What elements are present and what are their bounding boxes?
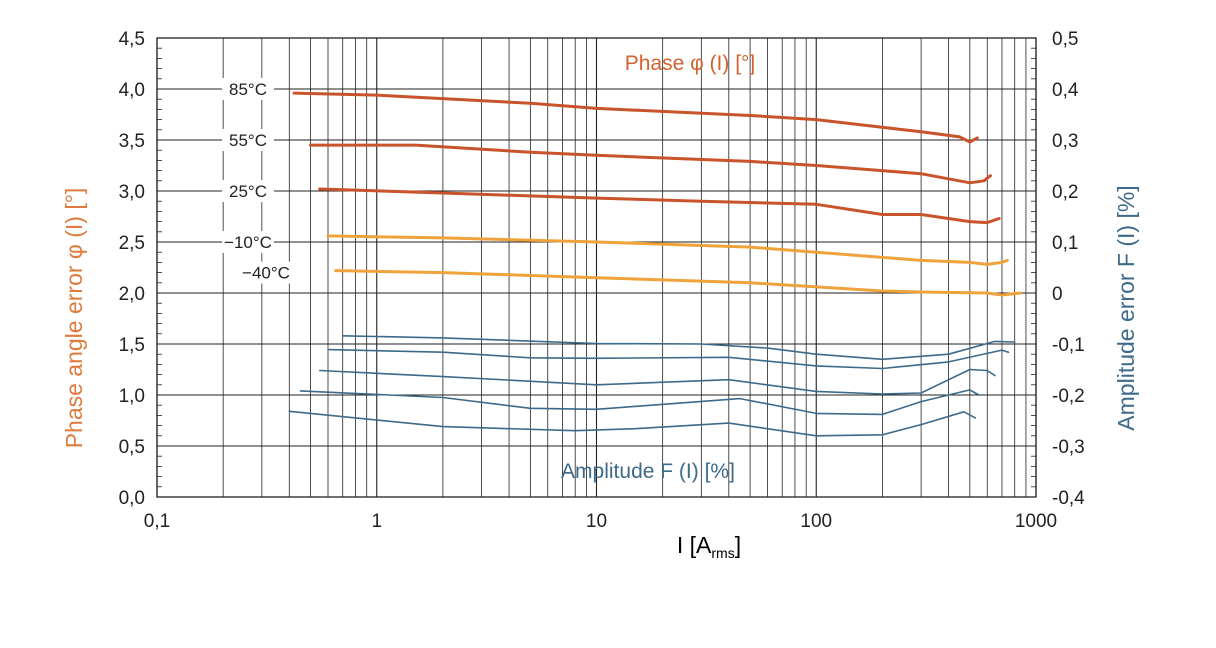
phase-series-line xyxy=(334,269,1022,297)
left-y-tick-label: 3,5 xyxy=(119,131,145,152)
temperature-label-background xyxy=(222,180,274,202)
right-y-tick-label: 0,3 xyxy=(1052,131,1078,152)
left-y-tick-label: 3,0 xyxy=(119,182,145,203)
temperature-label: 55°C xyxy=(229,131,267,150)
left-y-tick-label: 0,5 xyxy=(119,437,145,458)
temperature-label-background xyxy=(222,129,274,151)
series-lines xyxy=(288,91,1022,437)
x-axis-title-close: ] xyxy=(735,532,741,558)
amplitude-series-line xyxy=(341,334,1016,361)
x-tick-label: 0,1 xyxy=(144,511,170,532)
temperature-label: −10°C xyxy=(224,233,272,252)
phase-series-line xyxy=(292,91,979,144)
x-axis-title-subscript: rms xyxy=(711,545,734,561)
x-tick-label: 10 xyxy=(586,511,607,532)
left-y-tick-label: 0,0 xyxy=(119,488,145,509)
x-axis-ticks: 0,1 1 10 100 1000 xyxy=(144,511,1057,532)
amplitude-series-line xyxy=(299,389,980,416)
x-tick-label: 1 xyxy=(371,511,382,532)
left-y-tick-label: 1,5 xyxy=(119,335,145,356)
temperature-labels: 85°C 55°C 25°C −10°C −40°C xyxy=(222,78,292,284)
left-y-tick-label: 4,5 xyxy=(119,29,145,50)
right-y-tick-label: 0 xyxy=(1052,284,1063,305)
x-axis-title: I [Arms] xyxy=(677,532,741,561)
x-tick-label: 100 xyxy=(800,511,832,532)
left-y-tick-label: 2,5 xyxy=(119,233,145,254)
left-y-tick-label: 1,0 xyxy=(119,386,145,407)
phase-series-line xyxy=(326,234,1009,266)
phase-series-title: Phase φ (I) [°] xyxy=(625,52,756,75)
left-y-tick-label: 2,0 xyxy=(119,284,145,305)
grid xyxy=(156,37,1037,498)
temperature-label: −40°C xyxy=(242,264,290,283)
amplitude-series-line xyxy=(327,348,1010,370)
right-y-axis-ticks: -0,4 -0,3 -0,2 -0,1 0 0,1 0,2 0,3 0,4 0,5 xyxy=(1052,29,1085,509)
left-y-axis-title: Phase angle error φ (I) [°] xyxy=(61,188,87,449)
temperature-label: 85°C xyxy=(229,80,267,99)
x-tick-label: 1000 xyxy=(1015,511,1057,532)
right-y-tick-label: 0,2 xyxy=(1052,182,1078,203)
temperature-label: 25°C xyxy=(229,182,267,201)
right-y-tick-label: 0,1 xyxy=(1052,233,1078,254)
plot-frame xyxy=(156,37,1037,498)
amplitude-series-title: Amplitude F (I) [%] xyxy=(561,460,735,483)
amplitude-series-line xyxy=(288,410,977,437)
phase-series-line xyxy=(318,187,1001,225)
right-y-tick-label: 0,5 xyxy=(1052,29,1078,50)
right-y-tick-label: -0,4 xyxy=(1052,488,1085,509)
right-y-tick-label: -0,1 xyxy=(1052,335,1085,356)
temperature-label-background xyxy=(240,261,292,284)
temperature-label-background xyxy=(222,231,274,253)
right-y-axis-title: Amplitude error F (I) [%] xyxy=(1113,185,1139,430)
left-y-axis-ticks: 0,0 0,5 1,0 1,5 2,0 2,5 3,0 3,5 4,0 4,5 xyxy=(119,29,145,509)
right-y-tick-label: -0,2 xyxy=(1052,386,1085,407)
phase-series-line xyxy=(309,143,992,185)
temperature-label-background xyxy=(222,78,274,100)
right-y-tick-label: -0,3 xyxy=(1052,437,1085,458)
x-axis-title-main: I [A xyxy=(677,532,712,558)
amplitude-series-line xyxy=(318,368,996,395)
right-y-tick-label: 0,4 xyxy=(1052,80,1079,101)
left-y-tick-label: 4,0 xyxy=(119,80,145,101)
